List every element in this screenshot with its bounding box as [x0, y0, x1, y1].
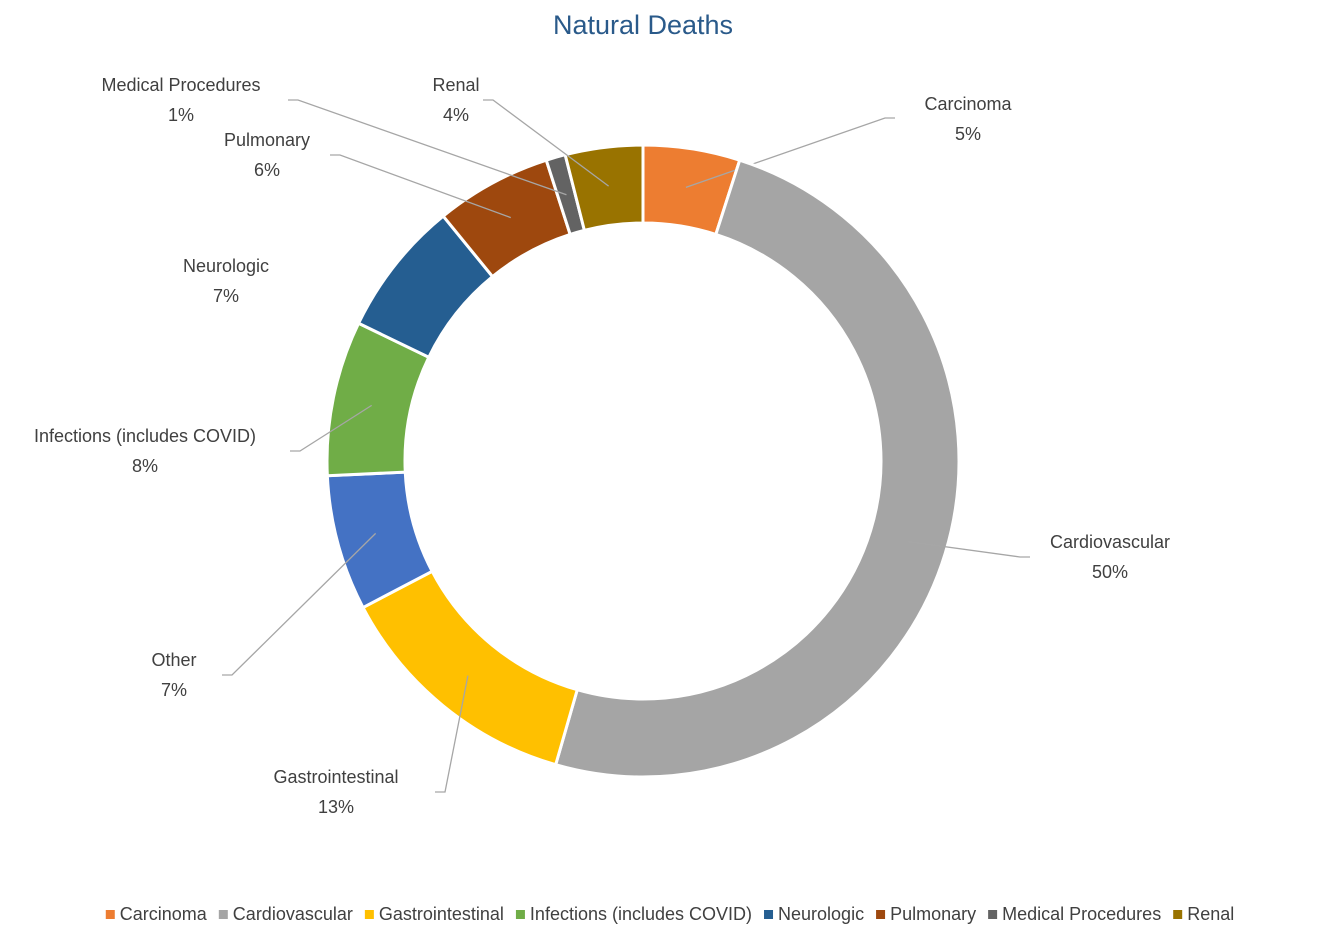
category-label: Gastrointestinal [273, 767, 398, 787]
legend-label: Neurologic [778, 904, 864, 924]
legend-label: Infections (includes COVID) [530, 904, 752, 924]
legend-label: Cardiovascular [233, 904, 353, 924]
category-label: Renal [432, 75, 479, 95]
value-label: 50% [1092, 562, 1128, 582]
legend: Carcinoma Cardiovascular Gastrointestinal I… [105, 904, 1234, 924]
value-label: 13% [318, 797, 354, 817]
leader-line [330, 154, 511, 219]
legend-label: Renal [1187, 904, 1234, 924]
leader-line [222, 532, 377, 676]
value-label: 1% [168, 105, 194, 125]
legend-swatch [364, 910, 374, 919]
leader-line [907, 541, 1030, 558]
leader-line [483, 99, 610, 187]
category-label: Infections (includes COVID) [34, 426, 256, 446]
legend-swatch [218, 910, 228, 919]
legend-label: Gastrointestinal [379, 904, 504, 924]
category-label: Carcinoma [924, 94, 1012, 114]
category-label: Neurologic [183, 256, 269, 276]
legend-swatch [988, 910, 998, 919]
value-label: 8% [132, 456, 158, 476]
category-label: Other [151, 650, 196, 670]
legend-swatch [1173, 910, 1183, 919]
value-label: 7% [213, 286, 239, 306]
legend-label: Pulmonary [890, 904, 976, 924]
legend-swatch [515, 910, 525, 919]
value-label: 6% [254, 160, 280, 180]
leader-line [288, 99, 567, 196]
legend-swatch [876, 910, 886, 919]
value-label: 7% [161, 680, 187, 700]
chart-title: Natural Deaths [553, 10, 733, 40]
leader-line [435, 675, 469, 793]
legend-swatch [764, 910, 774, 919]
category-label: Pulmonary [224, 130, 310, 150]
legend-swatch [105, 910, 115, 919]
legend-label: Medical Procedures [1002, 904, 1161, 924]
value-label: 4% [443, 105, 469, 125]
category-label: Cardiovascular [1050, 532, 1170, 552]
donut-slice [360, 569, 580, 767]
value-label: 5% [955, 124, 981, 144]
legend-label: Carcinoma [120, 904, 208, 924]
leader-line [290, 404, 372, 452]
category-label: Medical Procedures [101, 75, 260, 95]
donut-slice [563, 143, 645, 233]
donut-slice [553, 158, 961, 779]
